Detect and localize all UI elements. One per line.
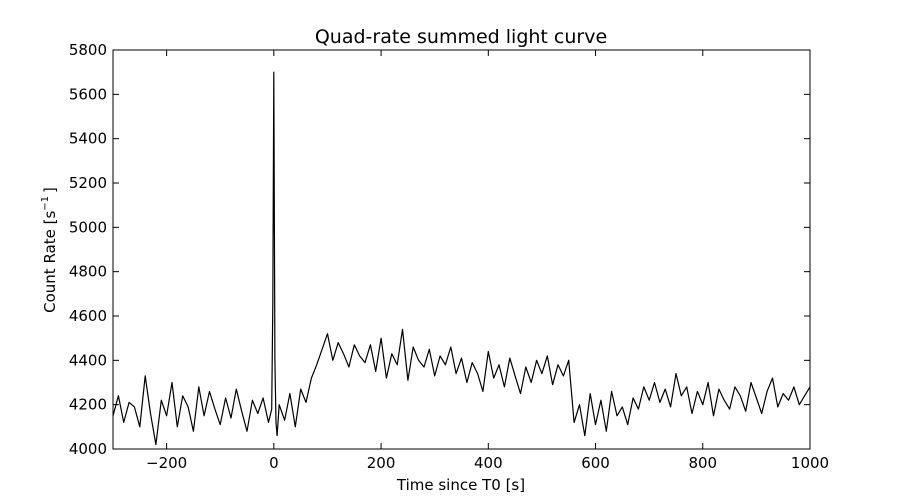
x-tick-label: 400 — [474, 454, 503, 472]
y-tick-label: 4000 — [69, 440, 107, 458]
y-axis-label-end: ] — [41, 187, 59, 193]
y-tick-label: 5200 — [69, 174, 107, 192]
series-layer — [112, 71, 811, 446]
y-tick-label: 5400 — [69, 130, 107, 148]
x-tick-label: 600 — [581, 454, 610, 472]
y-tick-label: 4600 — [69, 307, 107, 325]
chart-title: Quad-rate summed light curve — [315, 26, 607, 48]
light-curve-line — [112, 71, 811, 446]
x-tick-label: 200 — [367, 454, 396, 472]
x-ticks: −200 0 200 400 600 800 1000 — [146, 50, 829, 472]
plot-area-frame — [112, 49, 811, 450]
x-tick-label: 1000 — [791, 454, 829, 472]
x-axis-label: Time since T0 [s] — [396, 476, 525, 494]
y-axis-label: Count Rate [s−1] — [40, 187, 59, 313]
x-tick-label: 0 — [269, 454, 279, 472]
y-tick-label: 5800 — [69, 41, 107, 59]
y-tick-label: 4200 — [69, 396, 107, 414]
y-tick-label: 5000 — [69, 218, 107, 236]
x-tick-label: −200 — [146, 454, 187, 472]
y-tick-label: 4800 — [69, 263, 107, 281]
y-ticks: 4000 4200 4400 4600 4800 5000 5200 5400 5600 5800 — [69, 41, 810, 458]
y-axis-label-main: Count Rate [s — [41, 211, 59, 313]
y-tick-label: 4400 — [69, 351, 107, 369]
y-axis-label-superscript: −1 — [40, 196, 51, 211]
y-tick-label: 5600 — [69, 85, 107, 103]
x-tick-label: 800 — [688, 454, 717, 472]
